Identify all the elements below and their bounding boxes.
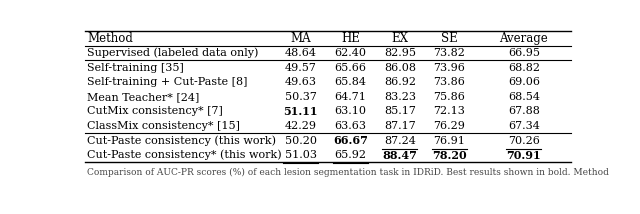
Text: Method: Method — [88, 32, 133, 45]
Text: 87.24: 87.24 — [384, 136, 416, 146]
Text: 69.06: 69.06 — [508, 77, 540, 87]
Text: 65.92: 65.92 — [334, 150, 366, 160]
Text: MA: MA — [291, 32, 311, 45]
Text: 62.40: 62.40 — [334, 48, 366, 58]
Text: 68.54: 68.54 — [508, 92, 540, 102]
Text: 49.57: 49.57 — [285, 63, 317, 73]
Text: 75.86: 75.86 — [433, 92, 465, 102]
Text: 86.92: 86.92 — [384, 77, 416, 87]
Text: 48.64: 48.64 — [285, 48, 317, 58]
Text: 82.95: 82.95 — [384, 48, 416, 58]
Text: 88.47: 88.47 — [383, 150, 417, 161]
Text: 73.82: 73.82 — [433, 48, 465, 58]
Text: 87.17: 87.17 — [384, 121, 416, 131]
Text: 63.63: 63.63 — [334, 121, 366, 131]
Text: 70.26: 70.26 — [508, 136, 540, 146]
Text: 86.08: 86.08 — [384, 63, 416, 73]
Text: Mean Teacher* [24]: Mean Teacher* [24] — [88, 92, 200, 102]
Text: 66.67: 66.67 — [333, 135, 368, 146]
Text: 66.95: 66.95 — [508, 48, 540, 58]
Text: 78.20: 78.20 — [432, 150, 467, 161]
Text: CutMix consistency* [7]: CutMix consistency* [7] — [88, 107, 223, 116]
Text: 51.03: 51.03 — [285, 150, 317, 160]
Text: 49.63: 49.63 — [285, 77, 317, 87]
Text: Average: Average — [500, 32, 548, 45]
Text: Self-training [35]: Self-training [35] — [88, 63, 184, 73]
Text: 42.29: 42.29 — [285, 121, 317, 131]
Text: 76.29: 76.29 — [433, 121, 465, 131]
Text: Supervised (labeled data only): Supervised (labeled data only) — [88, 48, 259, 58]
Text: HE: HE — [341, 32, 360, 45]
Text: 51.11: 51.11 — [284, 106, 318, 117]
Text: 73.86: 73.86 — [433, 77, 465, 87]
Text: EX: EX — [392, 32, 408, 45]
Text: 65.84: 65.84 — [334, 77, 366, 87]
Text: 50.20: 50.20 — [285, 136, 317, 146]
Text: 50.37: 50.37 — [285, 92, 317, 102]
Text: Comparison of AUC-PR scores (%) of each lesion segmentation task in IDRiD. Best : Comparison of AUC-PR scores (%) of each … — [88, 167, 609, 177]
Text: 72.13: 72.13 — [433, 107, 465, 116]
Text: 67.34: 67.34 — [508, 121, 540, 131]
Text: SE: SE — [441, 32, 458, 45]
Text: 83.23: 83.23 — [384, 92, 416, 102]
Text: 70.91: 70.91 — [507, 150, 541, 161]
Text: 65.66: 65.66 — [334, 63, 366, 73]
Text: 73.96: 73.96 — [433, 63, 465, 73]
Text: Cut-Paste consistency* (this work): Cut-Paste consistency* (this work) — [88, 150, 282, 160]
Text: 68.82: 68.82 — [508, 63, 540, 73]
Text: 85.17: 85.17 — [384, 107, 416, 116]
Text: 67.88: 67.88 — [508, 107, 540, 116]
Text: Cut-Paste consistency (this work): Cut-Paste consistency (this work) — [88, 135, 276, 146]
Text: Self-training + Cut-Paste [8]: Self-training + Cut-Paste [8] — [88, 77, 248, 87]
Text: 63.10: 63.10 — [334, 107, 366, 116]
Text: 64.71: 64.71 — [334, 92, 366, 102]
Text: 76.91: 76.91 — [433, 136, 465, 146]
Text: ClassMix consistency* [15]: ClassMix consistency* [15] — [88, 121, 241, 131]
